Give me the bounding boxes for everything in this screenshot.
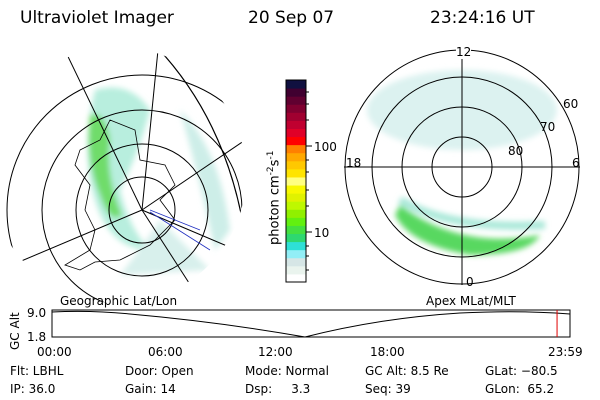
- xtick-0000: 00:00: [37, 345, 72, 359]
- status-gain: Gain: 14: [125, 382, 176, 396]
- colorbar-band: [286, 112, 306, 121]
- colorbar-band: [286, 241, 306, 251]
- colorbar-label-exp1: -2: [266, 166, 276, 176]
- date: 20 Sep 07: [248, 8, 335, 28]
- alt-ytick-1.8: 1.8: [27, 330, 47, 344]
- colorbar-band: [286, 160, 306, 170]
- colorbar-band: [286, 185, 306, 194]
- colorbar-band: [286, 80, 306, 89]
- status-ip: IP: 36.0: [10, 382, 56, 396]
- colorbar-tick-100: 100: [314, 140, 337, 154]
- colorbar-label-unit: photon cm: [267, 175, 283, 245]
- colorbar-band: [286, 120, 306, 129]
- xtick-0600: 06:00: [148, 345, 183, 359]
- lat-70: 70: [540, 120, 556, 134]
- colorbar-band: [286, 217, 306, 226]
- title: Ultraviolet Imager: [20, 8, 174, 28]
- mlt-18: 18: [346, 156, 362, 170]
- colorbar-label: photon cm-2s-1: [266, 151, 282, 245]
- status-mode: Mode: Normal: [245, 364, 329, 378]
- lat-80: 80: [508, 144, 524, 158]
- right-map-label: Apex MLat/MLT: [426, 294, 516, 308]
- colorbar-band: [286, 225, 306, 235]
- colorbar-band: [286, 168, 306, 178]
- alt-ylabel: GC Alt: [8, 312, 22, 350]
- colorbar-band: [286, 144, 306, 154]
- colorbar-band: [286, 136, 306, 146]
- colorbar-band: [286, 176, 306, 186]
- colorbar-band: [286, 257, 306, 267]
- xtick-2359: 23:59: [548, 345, 583, 359]
- time: 23:24:16 UT: [430, 8, 535, 28]
- status-glon: GLon: 65.2: [485, 382, 555, 396]
- colorbar: [286, 80, 306, 283]
- status-glat: GLat: −80.5: [485, 364, 558, 378]
- aurora-oval-left: [87, 87, 230, 275]
- colorbar-band: [286, 265, 306, 275]
- left-map-label: Geographic Lat/Lon: [60, 294, 178, 308]
- altitude-plot: [51, 309, 571, 338]
- colorbar-band: [286, 96, 306, 105]
- colorbar-band: [286, 104, 306, 113]
- colorbar-band: [286, 88, 306, 97]
- xtick-1200: 12:00: [258, 345, 293, 359]
- colorbar-band: [286, 152, 306, 162]
- colorbar-ticks: [306, 91, 312, 271]
- colorbar-label-s: s: [267, 159, 283, 167]
- status-seq: Seq: 39: [365, 382, 411, 396]
- alt-ytick-9: 9.0: [27, 306, 47, 320]
- colorbar-frame: [285, 79, 307, 283]
- xtick-1800: 18:00: [370, 345, 405, 359]
- mlt-0: 0: [466, 275, 474, 289]
- lat-60: 60: [563, 97, 579, 111]
- colorbar-band: [286, 249, 306, 259]
- status-dsp: Dsp: 3.3: [245, 382, 311, 396]
- colorbar-band: [286, 201, 306, 210]
- colorbar-tick-10: 10: [314, 226, 330, 240]
- colorbar-band: [286, 233, 306, 243]
- colorbar-band: [286, 128, 306, 138]
- mlt-6: 6: [572, 156, 580, 170]
- mlt-12: 12: [456, 45, 472, 59]
- colorbar-band: [286, 193, 306, 202]
- geographic-map: [0, 47, 246, 303]
- status-door: Door: Open: [125, 364, 194, 378]
- colorbar-band: [286, 209, 306, 218]
- colorbar-label-exp2: -1: [266, 150, 276, 160]
- apex-map: [344, 49, 580, 285]
- status-gcalt: GC Alt: 8.5 Re: [365, 364, 449, 378]
- colorbar-band: [286, 273, 306, 283]
- status-flt: Flt: LBHL: [10, 364, 64, 378]
